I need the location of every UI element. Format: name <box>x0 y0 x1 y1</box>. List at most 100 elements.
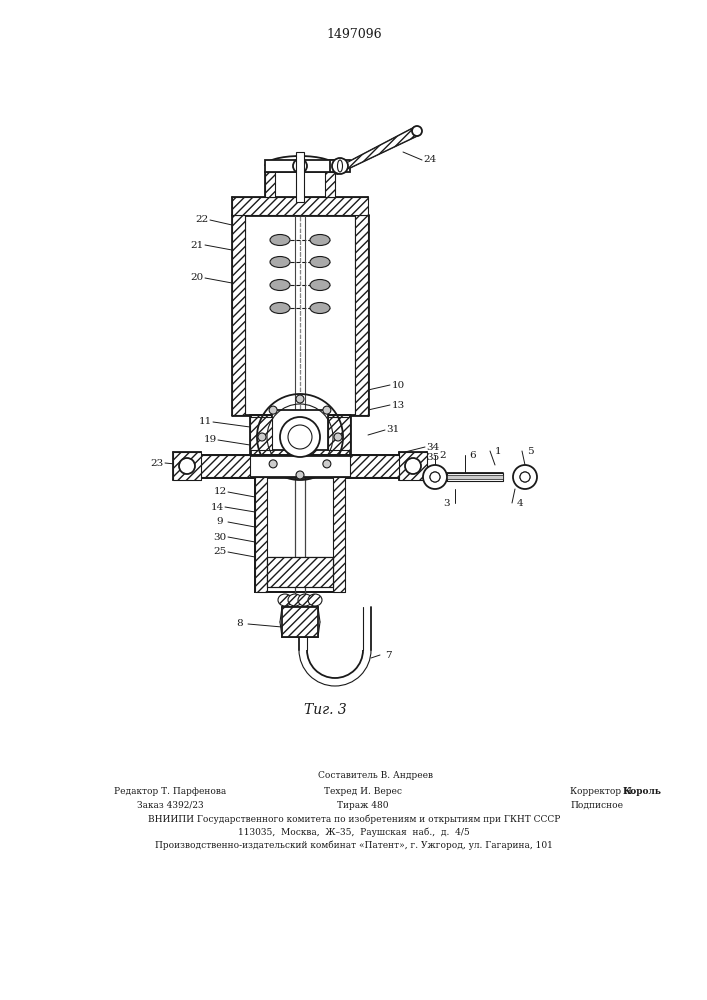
Ellipse shape <box>270 256 290 267</box>
Circle shape <box>269 406 277 414</box>
Text: 14: 14 <box>211 502 223 512</box>
Circle shape <box>269 460 277 468</box>
Polygon shape <box>195 455 250 477</box>
Text: Тираж 480: Тираж 480 <box>337 800 389 810</box>
Ellipse shape <box>308 594 322 606</box>
Polygon shape <box>232 215 245 415</box>
Circle shape <box>513 465 537 489</box>
Ellipse shape <box>310 256 330 267</box>
Circle shape <box>423 465 447 489</box>
Polygon shape <box>285 423 315 450</box>
Circle shape <box>430 472 440 482</box>
Text: 35: 35 <box>426 452 440 462</box>
Bar <box>265 160 335 172</box>
Bar <box>195 455 405 477</box>
Text: 31: 31 <box>386 426 399 434</box>
Text: 2: 2 <box>440 450 446 460</box>
Polygon shape <box>333 477 345 592</box>
Text: 19: 19 <box>204 436 216 444</box>
Text: 1: 1 <box>495 446 501 456</box>
Circle shape <box>258 433 266 441</box>
Bar <box>255 477 345 592</box>
Circle shape <box>179 458 195 474</box>
Text: Составитель В. Андреев: Составитель В. Андреев <box>317 770 433 780</box>
Circle shape <box>520 472 530 482</box>
Text: Производственно-издательский комбинат «Патент», г. Ужгород, ул. Гагарина, 101: Производственно-издательский комбинат «П… <box>155 840 553 850</box>
Polygon shape <box>355 215 368 415</box>
Text: 4: 4 <box>517 498 523 508</box>
Polygon shape <box>250 417 272 450</box>
Text: 8: 8 <box>237 619 243 629</box>
Circle shape <box>323 460 331 468</box>
Ellipse shape <box>310 302 330 314</box>
Circle shape <box>288 425 312 449</box>
Polygon shape <box>232 197 368 215</box>
Text: 7: 7 <box>385 650 391 660</box>
Circle shape <box>293 159 307 173</box>
Polygon shape <box>325 172 335 197</box>
Text: Техред И. Верес: Техред И. Верес <box>324 786 402 796</box>
Text: 24: 24 <box>423 155 437 164</box>
Text: 21: 21 <box>190 240 204 249</box>
Ellipse shape <box>518 469 532 485</box>
Text: Заказ 4392/23: Заказ 4392/23 <box>136 800 204 810</box>
Ellipse shape <box>298 594 312 606</box>
Ellipse shape <box>337 160 342 172</box>
Bar <box>282 607 318 637</box>
Text: 25: 25 <box>214 548 227 556</box>
Bar <box>447 475 503 479</box>
Polygon shape <box>265 172 275 197</box>
Text: 34: 34 <box>426 442 440 452</box>
Circle shape <box>296 395 304 403</box>
Text: 11: 11 <box>199 418 211 426</box>
Bar <box>296 152 304 202</box>
Text: 9: 9 <box>216 518 223 526</box>
Ellipse shape <box>310 279 330 290</box>
Polygon shape <box>333 127 419 174</box>
Text: 22: 22 <box>195 216 209 225</box>
Text: Подписное: Подписное <box>570 800 623 810</box>
Bar <box>173 452 201 480</box>
Text: 12: 12 <box>214 488 227 496</box>
Bar <box>447 473 503 481</box>
Circle shape <box>430 472 440 482</box>
Circle shape <box>280 417 320 457</box>
Ellipse shape <box>270 279 290 290</box>
Text: 23: 23 <box>151 458 163 468</box>
Text: 1497096: 1497096 <box>326 28 382 41</box>
Polygon shape <box>328 417 350 450</box>
Text: 3: 3 <box>444 498 450 508</box>
Polygon shape <box>255 477 267 592</box>
Bar <box>272 410 328 450</box>
Text: 30: 30 <box>214 532 227 542</box>
Text: 113035,  Москва,  Ж–35,  Раушская  наб.,  д.  4/5: 113035, Москва, Ж–35, Раушская наб., д. … <box>238 827 470 837</box>
Ellipse shape <box>310 234 330 245</box>
Circle shape <box>323 406 331 414</box>
Text: 5: 5 <box>527 446 533 456</box>
Circle shape <box>332 158 348 174</box>
Polygon shape <box>250 415 350 455</box>
Text: 13: 13 <box>392 400 404 410</box>
Text: Τиг. 3: Τиг. 3 <box>303 703 346 717</box>
Ellipse shape <box>270 234 290 245</box>
Text: 6: 6 <box>469 450 477 460</box>
Text: ВНИИПИ Государственного комитета по изобретениям и открытиям при ГКНТ СССР: ВНИИПИ Государственного комитета по изоб… <box>148 814 560 824</box>
Ellipse shape <box>278 594 292 606</box>
Circle shape <box>296 471 304 479</box>
Bar <box>267 557 333 587</box>
Bar <box>330 160 350 172</box>
Bar <box>267 557 333 587</box>
Ellipse shape <box>270 302 290 314</box>
Circle shape <box>520 472 530 482</box>
Circle shape <box>412 126 422 136</box>
Ellipse shape <box>288 594 302 606</box>
Ellipse shape <box>428 469 442 485</box>
Bar <box>399 452 427 480</box>
Circle shape <box>405 458 421 474</box>
Text: 20: 20 <box>190 273 204 282</box>
Text: Корректор Н.: Корректор Н. <box>570 786 638 796</box>
Text: Король: Король <box>623 786 662 796</box>
Circle shape <box>334 433 342 441</box>
Text: Редактор Т. Парфенова: Редактор Т. Парфенова <box>114 786 226 796</box>
Text: 10: 10 <box>392 380 404 389</box>
